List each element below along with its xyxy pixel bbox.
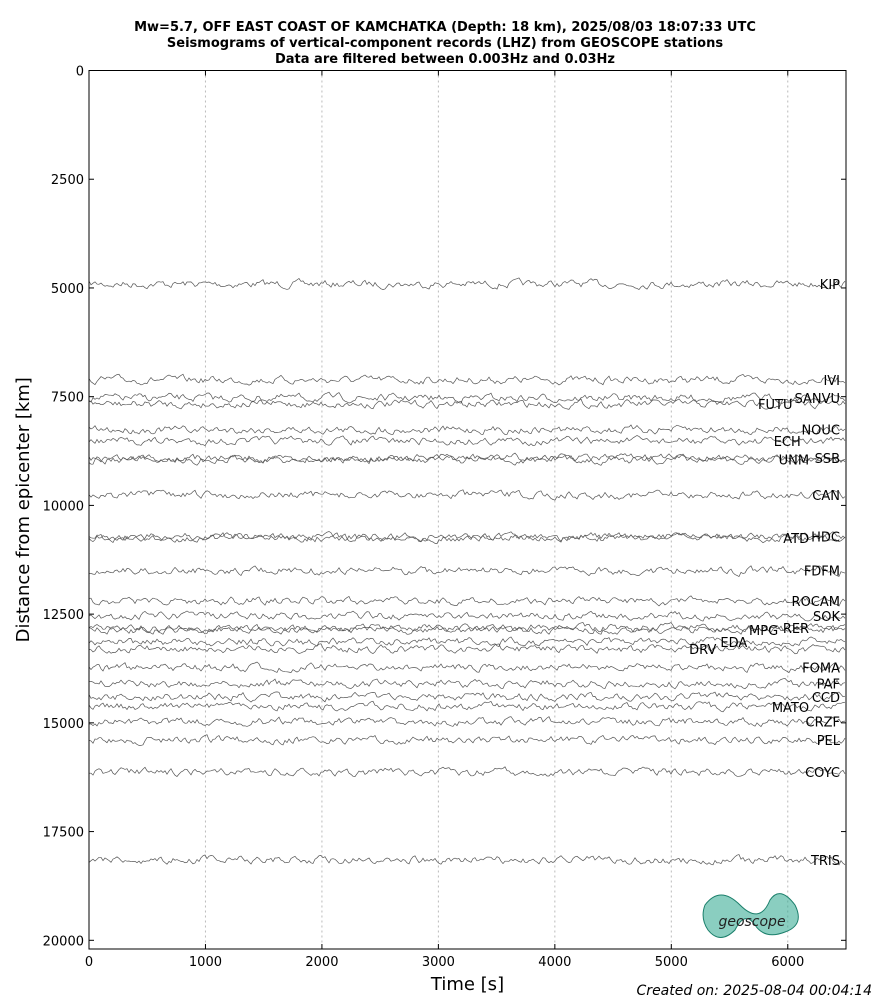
plot-frame bbox=[88, 70, 847, 950]
trace bbox=[88, 435, 846, 447]
trace bbox=[88, 454, 846, 466]
y-tick-label: 5000 bbox=[51, 282, 84, 297]
station-label: DRV bbox=[689, 643, 716, 658]
x-tick-label: 0 bbox=[85, 955, 93, 970]
y-tick-label: 0 bbox=[76, 65, 84, 80]
trace bbox=[88, 661, 846, 674]
station-label: EDA bbox=[720, 636, 747, 651]
station-label: SSB bbox=[815, 452, 840, 467]
station-label: FOMA bbox=[802, 662, 840, 677]
station-label: HDC bbox=[811, 531, 840, 546]
x-tick-label: 5000 bbox=[655, 955, 688, 970]
trace bbox=[88, 700, 846, 713]
station-label: ATD bbox=[783, 532, 809, 547]
station-label: CRZF bbox=[806, 716, 841, 731]
trace bbox=[88, 595, 846, 607]
trace bbox=[88, 489, 846, 501]
trace bbox=[88, 532, 846, 545]
trace bbox=[88, 691, 846, 703]
station-label: MPG bbox=[749, 624, 778, 639]
y-tick-label: 10000 bbox=[43, 499, 84, 514]
station-label: TRIS bbox=[810, 854, 840, 869]
station-label: UNM bbox=[779, 454, 809, 469]
station-label: ROCAM bbox=[792, 595, 840, 610]
chart-title: Mw=5.7, OFF EAST COAST OF KAMCHATKA (Dep… bbox=[134, 20, 756, 35]
station-label: SANVU bbox=[794, 392, 840, 407]
station-label: KIP bbox=[820, 278, 840, 293]
y-axis-label: Distance from epicenter [km] bbox=[13, 377, 34, 642]
y-tick-label: 12500 bbox=[43, 608, 84, 623]
y-tick-label: 2500 bbox=[51, 173, 84, 188]
station-label: PEL bbox=[817, 734, 841, 749]
trace bbox=[88, 373, 846, 386]
y-tick-label: 7500 bbox=[51, 391, 84, 406]
x-tick-label: 4000 bbox=[538, 955, 571, 970]
trace bbox=[88, 622, 846, 634]
trace bbox=[88, 391, 846, 404]
station-label: COYC bbox=[805, 766, 840, 781]
x-tick-label: 1000 bbox=[189, 955, 222, 970]
station-label: IVI bbox=[823, 374, 840, 389]
y-tick-label: 17500 bbox=[43, 826, 84, 841]
trace bbox=[88, 734, 846, 746]
logo: geoscope bbox=[702, 893, 799, 938]
station-label: FDFM bbox=[804, 565, 840, 580]
trace bbox=[88, 277, 846, 291]
trace bbox=[88, 625, 846, 635]
logo-shape bbox=[702, 893, 799, 938]
trace bbox=[89, 716, 846, 728]
x-tick-label: 2000 bbox=[305, 955, 338, 970]
trace bbox=[88, 854, 846, 866]
station-label: PAF bbox=[817, 678, 840, 693]
trace bbox=[88, 610, 846, 622]
station-label: CAN bbox=[812, 489, 840, 504]
trace bbox=[88, 636, 846, 647]
x-tick-label: 6000 bbox=[771, 955, 804, 970]
trace bbox=[88, 565, 846, 577]
footer: Created on: 2025-08-04 00:04:14 bbox=[637, 983, 872, 999]
trace bbox=[88, 531, 846, 543]
station-label: ECH bbox=[774, 435, 801, 450]
station-label: RER bbox=[783, 622, 809, 637]
trace bbox=[88, 643, 846, 655]
x-axis-label: Time [s] bbox=[430, 974, 504, 995]
station-label: SOK bbox=[813, 610, 840, 625]
trace bbox=[88, 398, 846, 410]
y-tick-label: 15000 bbox=[43, 717, 84, 732]
trace bbox=[88, 678, 846, 690]
x-tick-label: 3000 bbox=[422, 955, 455, 970]
chart-title: Seismograms of vertical-component record… bbox=[167, 36, 723, 51]
chart-title: Data are filtered between 0.003Hz and 0.… bbox=[275, 52, 615, 67]
station-label: NOUC bbox=[801, 424, 840, 439]
station-label: MATO bbox=[772, 701, 809, 716]
trace bbox=[88, 452, 846, 464]
trace bbox=[88, 424, 846, 436]
station-label: CCD bbox=[812, 691, 840, 706]
trace bbox=[89, 766, 846, 777]
logo-text: geoscope bbox=[718, 914, 785, 930]
y-tick-label: 20000 bbox=[43, 934, 84, 949]
station-label: FUTU bbox=[758, 398, 792, 413]
